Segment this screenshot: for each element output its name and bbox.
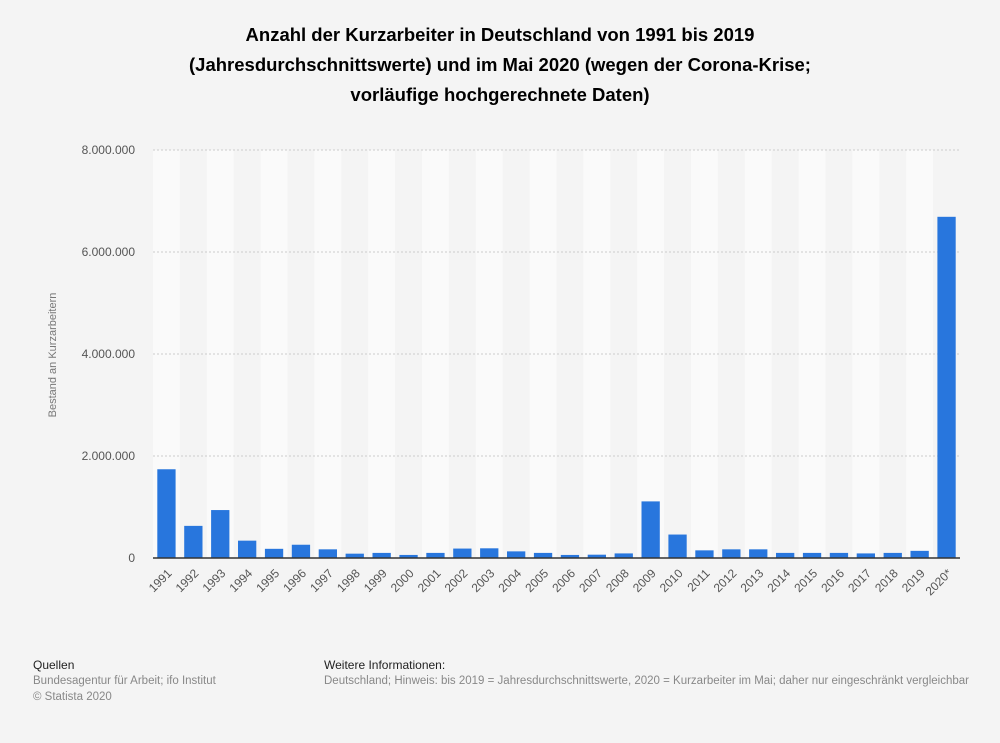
bar [507, 551, 526, 558]
x-tick-label: 1994 [226, 566, 255, 595]
x-tick-label: 2020* [923, 566, 955, 598]
bar [722, 549, 741, 558]
bar [238, 540, 257, 558]
x-tick-label: 2018 [872, 566, 901, 595]
bar [695, 550, 714, 558]
x-tick-label: 2002 [442, 566, 471, 595]
sources-heading: Quellen [33, 658, 75, 672]
bar [157, 469, 176, 558]
x-tick-label: 1991 [146, 566, 175, 595]
bar [614, 553, 633, 558]
bar [372, 552, 391, 558]
bar-chart: 0 2.000.000 4.000.000 6.000.000 8.000.000 Bes… [47, 143, 960, 598]
bar [560, 554, 580, 558]
x-tick-label: 2011 [684, 566, 712, 594]
bar [668, 534, 687, 558]
bar [749, 549, 768, 558]
bar [211, 510, 230, 558]
info-text: Deutschland; Hinweis: bis 2019 = Jahresd… [324, 675, 969, 687]
x-tick-label: 2007 [576, 566, 605, 595]
bar [533, 552, 553, 558]
bar [856, 553, 875, 558]
bar [883, 552, 902, 558]
bar [399, 554, 418, 558]
bar [641, 501, 660, 558]
sources-text: Bundesagentur für Arbeit; ifo Institut [33, 675, 216, 687]
bar [453, 548, 472, 558]
bar [264, 548, 284, 558]
x-tick-label: 2006 [549, 566, 578, 595]
y-axis-label: Bestand an Kurzarbeitern [47, 293, 59, 418]
x-tick-label: 2009 [630, 566, 659, 595]
y-tick-label: 6.000.000 [82, 245, 136, 259]
info-block: Weitere Informationen: Deutschland; Hinw… [324, 657, 969, 689]
bar [937, 216, 956, 558]
x-tick-label: 1998 [334, 566, 363, 595]
x-tick-label: 1999 [361, 566, 390, 595]
x-tick-label: 2008 [603, 566, 632, 595]
bar [776, 552, 795, 558]
x-tick-label: 2015 [791, 566, 820, 595]
y-tick-label: 8.000.000 [82, 143, 136, 157]
x-tick-label: 2012 [711, 566, 740, 595]
bar [802, 552, 822, 558]
x-tick-label: 2010 [657, 566, 686, 595]
x-tick-label: 2004 [495, 566, 524, 595]
bar [318, 549, 337, 558]
bar [184, 525, 203, 558]
x-tick-label: 1993 [200, 566, 229, 595]
bar [345, 553, 364, 558]
x-tick-label: 2017 [845, 566, 874, 595]
bar [910, 550, 929, 558]
x-tick-label: 1996 [280, 566, 309, 595]
bar [426, 552, 445, 558]
sources-block: Quellen Bundesagentur für Arbeit; ifo In… [33, 657, 216, 705]
info-heading: Weitere Informationen: [324, 658, 446, 672]
bar [829, 552, 849, 558]
x-tick-label: 2016 [818, 566, 847, 595]
bar [587, 554, 606, 558]
copyright: © Statista 2020 [33, 691, 112, 703]
x-tick-label: 2000 [388, 566, 417, 595]
x-tick-label: 2005 [522, 566, 551, 595]
x-tick-label: 1995 [253, 566, 282, 595]
y-tick-label: 0 [128, 551, 135, 565]
x-tick-label: 2001 [415, 566, 444, 595]
x-tick-label: 2014 [764, 566, 793, 595]
x-tick-label: 2003 [469, 566, 498, 595]
chart-title: Anzahl der Kurzarbeiter in Deutschland v… [189, 24, 811, 105]
y-tick-label: 2.000.000 [82, 449, 136, 463]
x-tick-label: 1992 [173, 566, 202, 595]
x-tick-label: 1997 [307, 566, 336, 595]
x-tick-label: 2013 [738, 566, 767, 595]
bar [480, 548, 499, 558]
y-tick-label: 4.000.000 [82, 347, 136, 361]
bar [291, 544, 311, 558]
